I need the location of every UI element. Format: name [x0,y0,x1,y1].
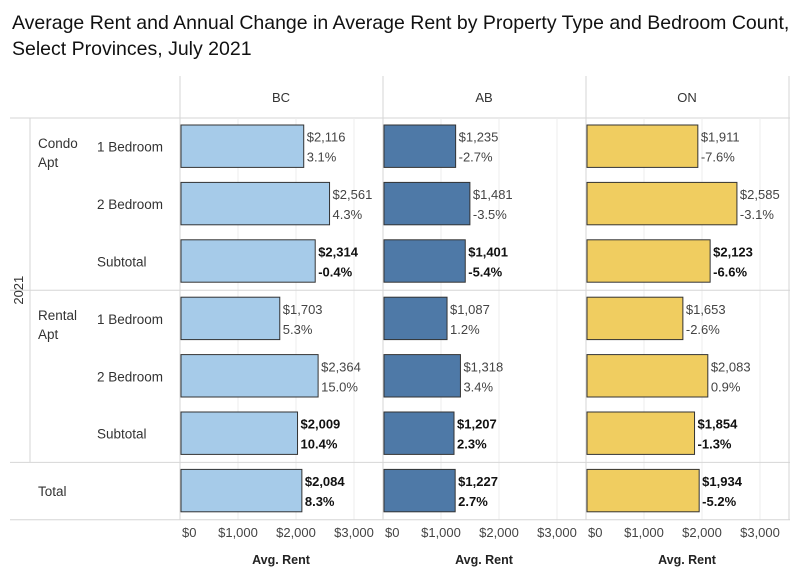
change-label: -6.6% [713,265,747,280]
x-tick-label: $3,000 [740,525,780,540]
bar-bc [180,296,281,341]
change-label: 2.3% [457,437,487,452]
value-label: $1,318 [463,359,503,374]
value-label: $1,934 [702,474,743,489]
bar-bc [180,181,331,226]
bar-on [586,411,696,455]
column-header-on: ON [677,90,697,105]
bar-on [586,354,709,398]
column-header-bc: BC [272,90,290,105]
bar-on [586,124,699,168]
change-label: 5.3% [283,322,313,337]
row-label: 1 Bedroom [97,312,163,327]
x-tick-label: $2,000 [479,525,519,540]
x-tick-label: $2,000 [682,525,722,540]
x-tick-label: $0 [588,525,602,540]
group-label: Total [38,484,67,499]
value-label: $1,227 [458,474,498,489]
bar-bc [180,468,303,513]
bar-ab [383,296,448,341]
change-label: 1.2% [450,322,480,337]
x-tick-label: $0 [385,525,399,540]
change-label: 4.3% [333,207,363,222]
change-label: -1.3% [698,437,732,452]
x-tick-label: $0 [182,525,196,540]
bar-ab [383,181,471,226]
row-label: Subtotal [97,427,147,442]
bar-ab [383,354,461,398]
change-label: 0.9% [711,379,741,394]
x-tick-label: $1,000 [218,525,258,540]
x-axis-label: Avg. Rent [658,553,717,567]
change-label: 2.7% [458,494,488,509]
change-label: 15.0% [321,379,358,394]
chart-title: Average Rent and Annual Change in Averag… [12,12,790,60]
value-label: $2,083 [711,359,751,374]
row-label: 1 Bedroom [97,140,163,155]
value-label: $1,911 [701,130,740,145]
bar-on [586,181,738,226]
change-label: 3.4% [463,379,493,394]
value-label: $1,087 [450,302,490,317]
value-label: $2,116 [307,130,346,145]
value-label: $1,207 [457,417,497,432]
change-label: 10.4% [301,437,338,452]
change-label: -2.6% [686,322,720,337]
bar-ab [383,124,457,168]
row-label: 2 Bedroom [97,369,163,384]
change-label: -0.4% [318,265,352,280]
change-label: 3.1% [307,150,337,165]
x-tick-label: $1,000 [624,525,664,540]
bar-on [586,239,711,283]
value-label: $2,364 [321,359,361,374]
bar-bc [180,411,299,455]
value-label: $1,703 [283,302,323,317]
bar-bc [180,354,319,398]
year-label: 2021 [11,276,26,305]
value-label: $1,481 [473,187,513,202]
value-label: $2,561 [333,187,373,202]
value-label: $2,084 [305,474,346,489]
change-label: -7.6% [701,150,735,165]
value-label: $1,401 [468,245,508,260]
value-label: $2,009 [301,417,341,432]
change-label: -2.7% [459,150,493,165]
value-label: $2,123 [713,245,753,260]
value-label: $1,235 [459,130,499,145]
row-label: Subtotal [97,255,147,270]
change-label: 8.3% [305,494,335,509]
bar-ab [383,411,455,455]
x-tick-label: $3,000 [334,525,374,540]
bar-bc [180,124,305,168]
bar-ab [383,468,456,513]
x-tick-label: $3,000 [537,525,577,540]
x-tick-label: $2,000 [276,525,316,540]
value-label: $2,314 [318,245,359,260]
bar-bc [180,239,316,283]
x-tick-label: $1,000 [421,525,461,540]
bar-on [586,468,700,513]
group-label: Rental [38,308,77,323]
bar-ab [383,239,466,283]
bar-on [586,296,684,341]
group-label: Apt [38,327,59,342]
change-label: -3.5% [473,207,507,222]
group-label: Apt [38,155,59,170]
x-axis-label: Avg. Rent [455,553,514,567]
change-label: -5.2% [702,494,736,509]
column-header-ab: AB [475,90,492,105]
change-label: -5.4% [468,265,502,280]
group-label: Condo [38,136,78,151]
x-axis-label: Avg. Rent [252,553,311,567]
value-label: $2,585 [740,187,780,202]
value-label: $1,653 [686,302,726,317]
value-label: $1,854 [698,417,739,432]
change-label: -3.1% [740,207,774,222]
row-label: 2 Bedroom [97,197,163,212]
